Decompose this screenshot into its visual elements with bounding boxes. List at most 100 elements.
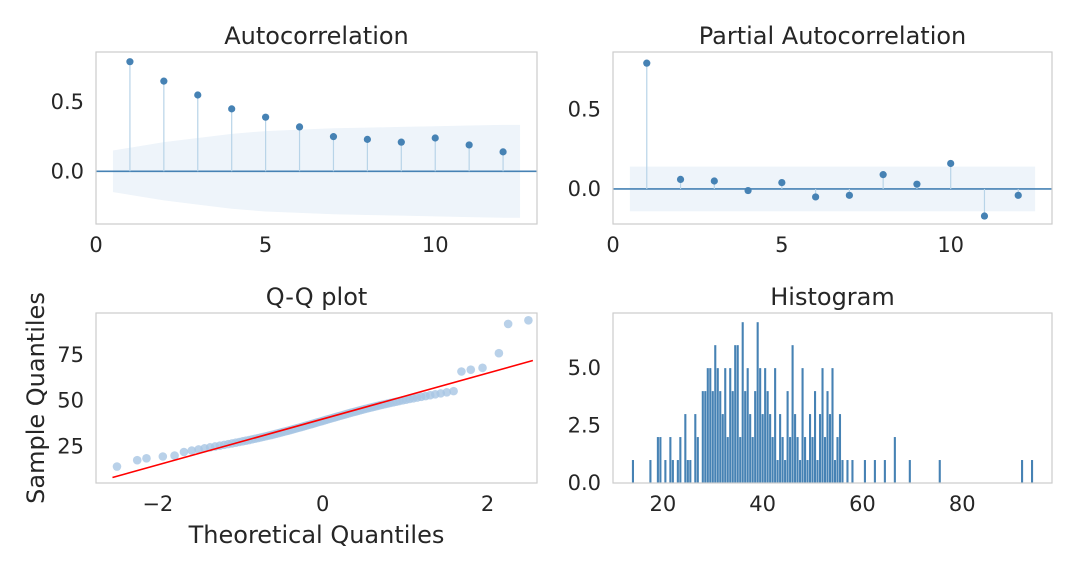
hist-bar bbox=[751, 437, 754, 483]
y-tick-label: 0.0 bbox=[568, 177, 601, 201]
hist-bar bbox=[784, 460, 787, 483]
chart-title: Histogram bbox=[770, 283, 895, 311]
lag-marker bbox=[845, 191, 853, 199]
lag-marker bbox=[499, 148, 507, 156]
lag-marker bbox=[1014, 191, 1022, 199]
qq-point bbox=[112, 462, 122, 471]
lag-marker bbox=[295, 123, 304, 131]
y-tick-label: 2.5 bbox=[568, 414, 601, 438]
lag-marker bbox=[465, 141, 473, 149]
hist-bar bbox=[781, 437, 784, 483]
lag-marker bbox=[980, 212, 989, 220]
hist-bar bbox=[756, 322, 759, 483]
hist-bar bbox=[794, 414, 797, 483]
hist-bar bbox=[736, 345, 739, 483]
hist-bar bbox=[838, 414, 842, 483]
hist-bar bbox=[908, 460, 911, 483]
hist-bar bbox=[938, 460, 941, 483]
hist-bar bbox=[806, 460, 809, 483]
hist-bar bbox=[724, 368, 727, 483]
y-tick-label: 75 bbox=[57, 343, 84, 367]
x-tick-label: 0 bbox=[316, 492, 329, 516]
hist-bar bbox=[749, 414, 752, 483]
lag-marker bbox=[812, 193, 820, 201]
qq-point bbox=[158, 452, 168, 461]
hist-bar bbox=[796, 437, 799, 483]
hist-bar bbox=[883, 460, 886, 483]
hist-bar bbox=[694, 414, 697, 483]
hist-bar bbox=[679, 437, 682, 483]
hist-bar bbox=[759, 368, 762, 483]
lag-marker bbox=[126, 58, 134, 66]
hist-bar bbox=[761, 414, 764, 483]
hist-bar bbox=[823, 437, 827, 483]
hist-bar bbox=[804, 437, 807, 483]
y-tick-label: 0.5 bbox=[51, 90, 84, 114]
x-tick-label: 10 bbox=[422, 233, 449, 257]
hist-bar bbox=[686, 460, 689, 483]
hist-bar bbox=[801, 368, 804, 483]
reference-line bbox=[112, 359, 534, 479]
chart-title: Q-Q plot bbox=[266, 283, 368, 311]
y-tick-label: 25 bbox=[57, 434, 84, 458]
plot-frame bbox=[95, 51, 538, 225]
lag-marker bbox=[228, 105, 236, 113]
hist-bar bbox=[813, 391, 817, 483]
hist-bar bbox=[809, 414, 812, 483]
hist-bar bbox=[846, 460, 849, 483]
hist-bar bbox=[684, 414, 687, 483]
hist-bar bbox=[791, 345, 794, 483]
hist-bar bbox=[779, 414, 782, 483]
hist-bar bbox=[789, 437, 792, 483]
lag-marker bbox=[262, 113, 270, 121]
qq-panel: Q-Q plot −2 0 2 25 50 75 Theoretical Quantiles S… bbox=[22, 283, 538, 549]
x-tick-label: 10 bbox=[937, 233, 964, 257]
hist-bar bbox=[799, 460, 802, 483]
lag-marker bbox=[397, 138, 405, 146]
hist-bar bbox=[716, 368, 719, 483]
lag-marker bbox=[363, 135, 371, 143]
hist-bar bbox=[656, 437, 659, 483]
plot-frame bbox=[612, 51, 1053, 225]
lag-marker bbox=[778, 178, 786, 187]
qq-point bbox=[466, 365, 476, 374]
x-tick-label: 0 bbox=[89, 233, 102, 257]
pacf-panel: Partial Autocorrelation 0 5 10 0.0 0.5 bbox=[568, 22, 1053, 257]
qq-point bbox=[170, 451, 179, 460]
hist-bar bbox=[764, 368, 767, 483]
lag-marker bbox=[431, 134, 439, 142]
hist-bar bbox=[828, 414, 832, 483]
qq-point bbox=[494, 348, 504, 358]
x-axis-label: Theoretical Quantiles bbox=[188, 521, 445, 549]
qq-point bbox=[478, 363, 487, 373]
x-tick-label: 20 bbox=[650, 492, 677, 516]
x-tick-label: 5 bbox=[259, 233, 272, 257]
hist-bar bbox=[769, 414, 772, 483]
hist-bar bbox=[851, 460, 854, 483]
acf-panel: Autocorrelation 0 5 10 0.0 0.5 bbox=[51, 22, 538, 257]
hist-bar bbox=[776, 460, 779, 483]
qq-point bbox=[457, 367, 466, 376]
hist-bar bbox=[711, 391, 714, 483]
hist-bar bbox=[631, 460, 635, 483]
lag-marker bbox=[710, 177, 718, 185]
qq-point bbox=[503, 319, 513, 329]
qq-point bbox=[187, 446, 197, 455]
lag-marker bbox=[676, 175, 685, 184]
x-tick-label: 60 bbox=[849, 492, 876, 516]
lag-marker bbox=[643, 59, 651, 67]
qq-point bbox=[524, 316, 533, 325]
chart-title: Partial Autocorrelation bbox=[699, 22, 967, 50]
chart-title: Autocorrelation bbox=[224, 22, 409, 50]
lag-marker bbox=[947, 159, 955, 168]
lag-marker bbox=[879, 171, 887, 179]
y-axis-label: Sample Quantiles bbox=[22, 292, 50, 504]
hist-bar bbox=[649, 460, 652, 483]
x-tick-label: −2 bbox=[142, 492, 173, 516]
hist-bar bbox=[833, 460, 837, 483]
hist-bar bbox=[729, 368, 732, 483]
x-tick-label: 5 bbox=[775, 233, 788, 257]
hist-bar bbox=[744, 391, 747, 483]
hist-bar bbox=[709, 368, 712, 483]
lag-marker bbox=[329, 133, 338, 141]
